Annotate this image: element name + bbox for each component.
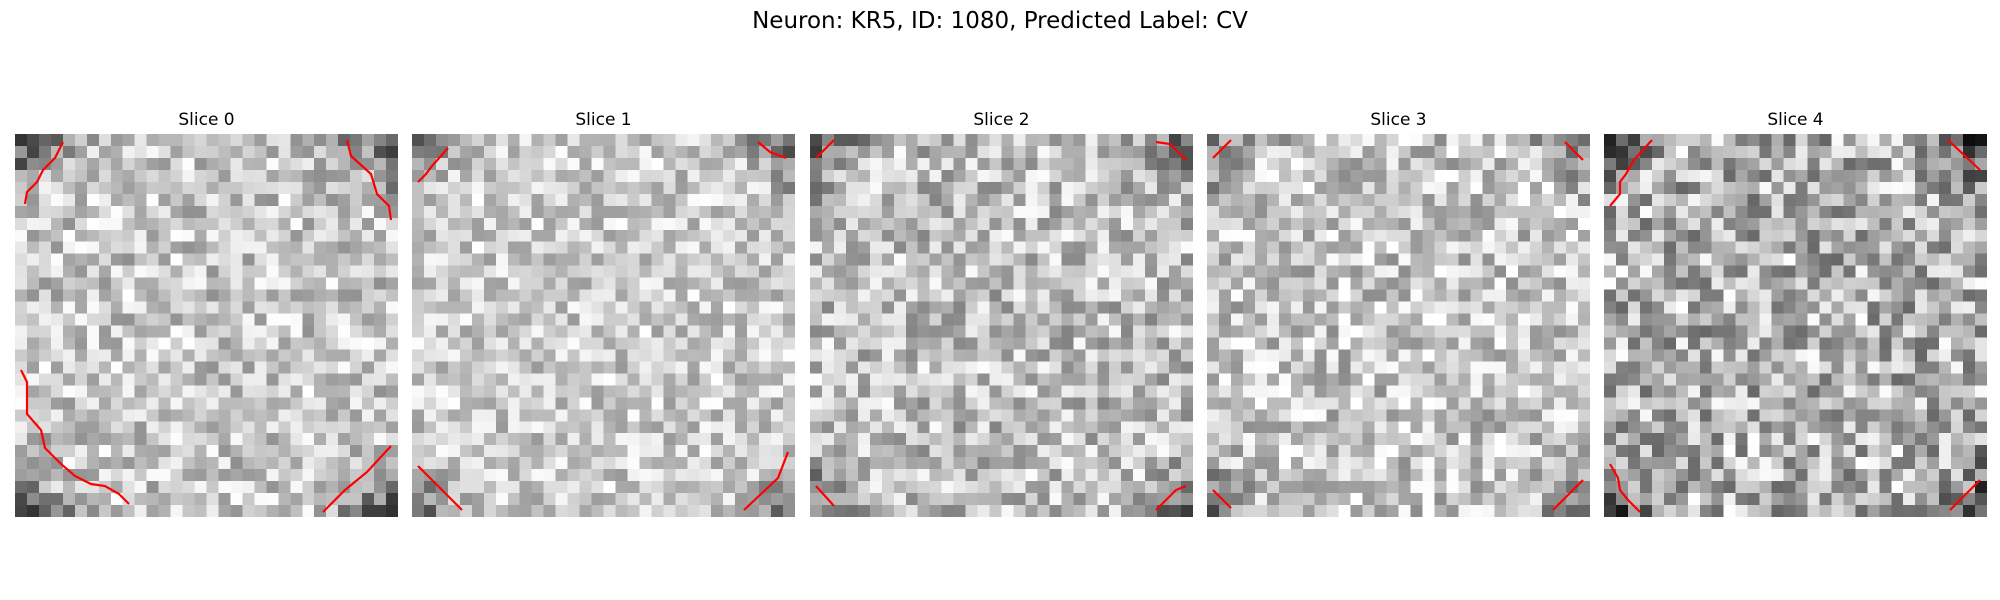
contour-line — [1564, 141, 1584, 161]
contour-overlay — [1212, 139, 1584, 511]
contour-line — [20, 369, 130, 505]
contour-line — [1949, 479, 1981, 511]
contour-line — [1155, 484, 1187, 511]
slice-title: Slice 4 — [1767, 110, 1824, 130]
contour-line — [743, 451, 790, 511]
contour-line — [417, 465, 463, 511]
contour-line — [417, 147, 449, 183]
contour-line — [815, 139, 835, 159]
grayscale-heatmap — [15, 134, 398, 517]
contour-line — [815, 485, 835, 507]
slice-title: Slice 3 — [1370, 110, 1427, 130]
contour-overlay — [20, 139, 393, 513]
grayscale-heatmap — [1207, 134, 1590, 517]
slice-title: Slice 0 — [178, 110, 235, 130]
contour-line — [322, 445, 392, 513]
contour-line — [1552, 479, 1584, 511]
contour-overlay — [417, 141, 790, 511]
grayscale-heatmap — [810, 134, 1193, 517]
contour-overlay — [815, 139, 1187, 511]
slice-title: Slice 1 — [575, 110, 632, 130]
grayscale-heatmap — [1604, 134, 1987, 517]
slice-title: Slice 2 — [973, 110, 1030, 130]
slice-image — [412, 134, 795, 517]
slice-image — [15, 134, 398, 517]
contour-line — [1155, 140, 1187, 161]
contour-line — [23, 141, 64, 205]
contour-line — [757, 141, 787, 160]
grayscale-heatmap — [412, 134, 795, 517]
contour-overlay — [1609, 139, 1981, 513]
contour-line — [1212, 489, 1232, 509]
slice-image — [810, 134, 1193, 517]
contour-line — [1947, 139, 1981, 171]
figure-title: Neuron: KR5, ID: 1080, Predicted Label: … — [752, 8, 1248, 34]
contour-line — [1212, 139, 1232, 159]
contour-line — [1609, 139, 1653, 207]
contour-line — [345, 139, 393, 221]
slice-image — [1604, 134, 1987, 517]
slice-image — [1207, 134, 1590, 517]
contour-line — [1609, 463, 1641, 513]
